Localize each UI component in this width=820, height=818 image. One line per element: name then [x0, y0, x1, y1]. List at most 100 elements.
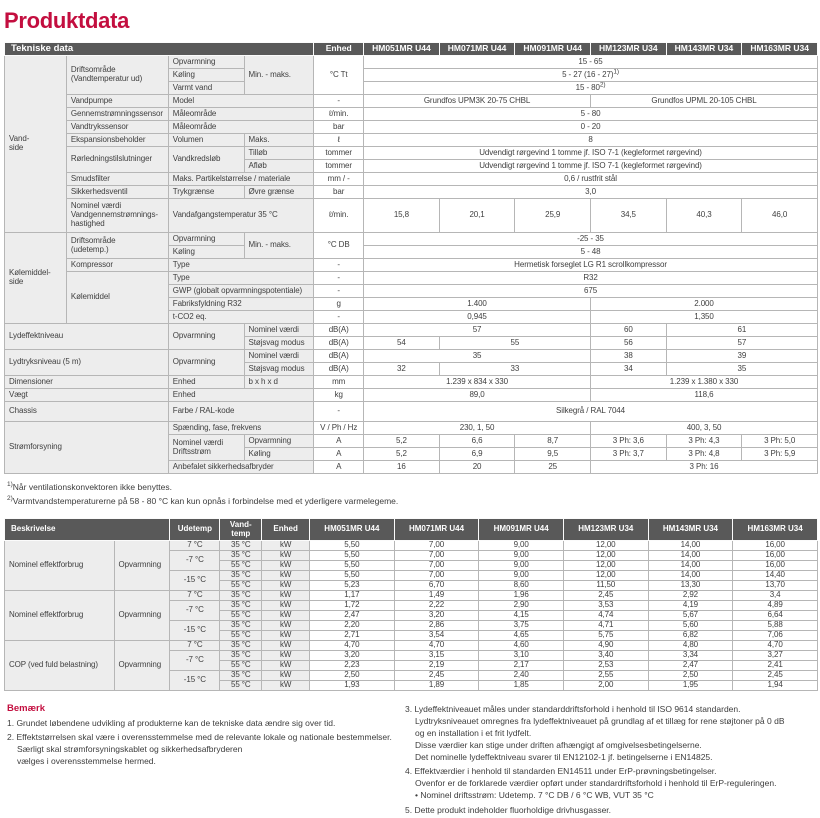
table-cell: 4,70 [732, 640, 818, 652]
table-cell: 1,93 [309, 680, 395, 692]
table-row: Nominel værdi Vandgennemstrømnings- hast… [5, 198, 818, 233]
table-cell: 3 Ph: 3,6 [590, 434, 667, 448]
table-cell: Type [167, 271, 315, 285]
table-cell: Udvendigt rørgevind 1 tomme jf. ISO 7-1 … [363, 159, 818, 173]
table-cell: 16,00 [732, 560, 818, 572]
table-cell: 7 °C [169, 590, 221, 602]
table-cell: 3,20 [393, 610, 480, 622]
table-row: t-CO2 eq. -0,945 1,350 [5, 310, 818, 324]
table-cell: 5,23 [309, 580, 395, 592]
table-cell: kW [261, 620, 311, 632]
table-cell: 4,60 [478, 640, 564, 652]
section-label: Kølemiddel- side [4, 232, 67, 324]
table-cell: 14,00 [647, 560, 734, 572]
table-cell: Køling [243, 447, 315, 461]
model-column-header: HM091MR U44 [514, 42, 591, 56]
table-cell: Min. - maks. [243, 55, 315, 95]
table-cell: 230, 1, 50 [363, 421, 591, 435]
table-cell: kW [261, 540, 311, 552]
table-cell: Driftsområde (Vandtemperatur ud) [65, 55, 169, 95]
remarks-right-column: 3. Lydeffektniveauet måles under standar… [405, 703, 815, 818]
table-cell: 1,72 [309, 600, 395, 612]
table-cell: 2,45 [393, 670, 480, 682]
table-cell: Måleområde [167, 107, 315, 121]
section-label: Vand- side [4, 55, 67, 233]
table-cell: Fabriksfyldning R32 [167, 297, 315, 311]
table-cell: 1,350 [590, 310, 818, 324]
table-cell: 4,74 [562, 610, 649, 622]
table-cell: 12,00 [562, 570, 649, 582]
footnote: 1)Når ventilationskonvektoren ikke benyt… [7, 481, 173, 492]
table-cell: dB(A) [313, 323, 365, 337]
table-cell: Opvarmning [113, 640, 171, 692]
table-row: Smudsfilter Maks. Partikelstørrelse / mat… [5, 172, 818, 186]
table-cell: 2,53 [562, 660, 649, 672]
table-cell: 3,75 [478, 620, 564, 632]
table-cell: 12,00 [562, 540, 649, 552]
table-cell: tommer [313, 146, 365, 160]
table-cell: Sikkerhedsventil [65, 185, 169, 199]
table-cell: Ekspansionsbeholder [65, 133, 169, 147]
table-cell: kW [261, 630, 311, 642]
table-cell: 2,45 [732, 670, 818, 682]
table-cell: 55 °C [219, 560, 263, 572]
table-cell: 25,9 [514, 198, 591, 233]
table-cell: Lydtryksniveau (5 m) [4, 349, 169, 376]
column-header: Vand- temp [219, 518, 263, 542]
table-row: Chassis Farbe / RAL-kode - Silkegrå / RAL 7… [4, 401, 818, 422]
table-cell: dB(A) [313, 336, 365, 350]
table-cell: 8 [363, 133, 818, 147]
table-cell: Nominel værdi Driftsstrøm [167, 434, 245, 461]
table-row: Fabriksfyldning R32 g 1.400 2.000 [5, 297, 818, 311]
table-row: Vandtrykssensor Måleområde bar 0 - 20 [5, 120, 818, 134]
table-cell: 55 °C [219, 580, 263, 592]
table-cell: 1,94 [732, 680, 818, 692]
table-cell: 5,60 [647, 620, 734, 632]
table-cell: 4,89 [732, 600, 818, 612]
table-row: Køling 5 - 48 [5, 245, 818, 259]
table-cell: -15 °C [169, 670, 221, 692]
table-cell: 2,55 [562, 670, 649, 682]
table-cell: -15 °C [169, 620, 221, 642]
table-cell: 1,17 [309, 590, 395, 602]
table-cell: Måleområde [167, 120, 315, 134]
table-cell: 55 [438, 336, 592, 350]
note-item: 4. Effektværdier i henhold til standarde… [405, 766, 777, 801]
table-cell: g [313, 297, 365, 311]
table-cell: °C DB [313, 232, 365, 259]
table-cell: 3,15 [393, 650, 480, 662]
table-cell: 3 Ph: 5,9 [741, 447, 818, 461]
table-cell: 2,40 [478, 670, 564, 682]
table-cell: 4,15 [478, 610, 564, 622]
page-title: Produktdata [4, 8, 130, 33]
table-cell: 35 °C [219, 650, 263, 662]
table-cell: 5,67 [647, 610, 734, 622]
table-cell: 54 [363, 336, 440, 350]
column-header: Enhed [261, 518, 311, 542]
table-cell: 15 - 65 [363, 55, 818, 69]
table-cell: - [313, 310, 365, 324]
table-cell: COP (ved fuld belastning) [4, 640, 115, 692]
table-cell: Enhed [167, 388, 315, 402]
table-cell: Opvarmning [113, 590, 171, 642]
table-cell: 2,00 [562, 680, 649, 692]
table-cell: 1,96 [478, 590, 564, 602]
table-cell: 118,6 [590, 388, 818, 402]
beskrivelse-table: Beskrivelse Udetemp Vand- temp Enhed HM051MR… [3, 518, 818, 692]
table-cell: kg [313, 388, 365, 402]
table-cell: ℓ/min. [313, 107, 365, 121]
table-row: Dimensioner Enhed b x h x d mm 1.239 x 834 x… [4, 375, 818, 389]
table-cell: °C Tt [313, 55, 365, 95]
table-cell: 20,1 [438, 198, 516, 233]
table-cell: 2,50 [309, 670, 395, 682]
table-cell: 2,71 [309, 630, 395, 642]
table-cell: A [313, 447, 365, 461]
table-cell: Afløb [243, 159, 315, 173]
table-cell: kW [261, 680, 311, 692]
table-cell: 2,47 [647, 660, 734, 672]
table-cell: - [313, 271, 365, 285]
table-cell: V / Ph / Hz [313, 421, 365, 435]
table-cell: 3,53 [562, 600, 649, 612]
table-cell: 35 °C [219, 620, 263, 632]
column-header: Udetemp [169, 518, 221, 542]
